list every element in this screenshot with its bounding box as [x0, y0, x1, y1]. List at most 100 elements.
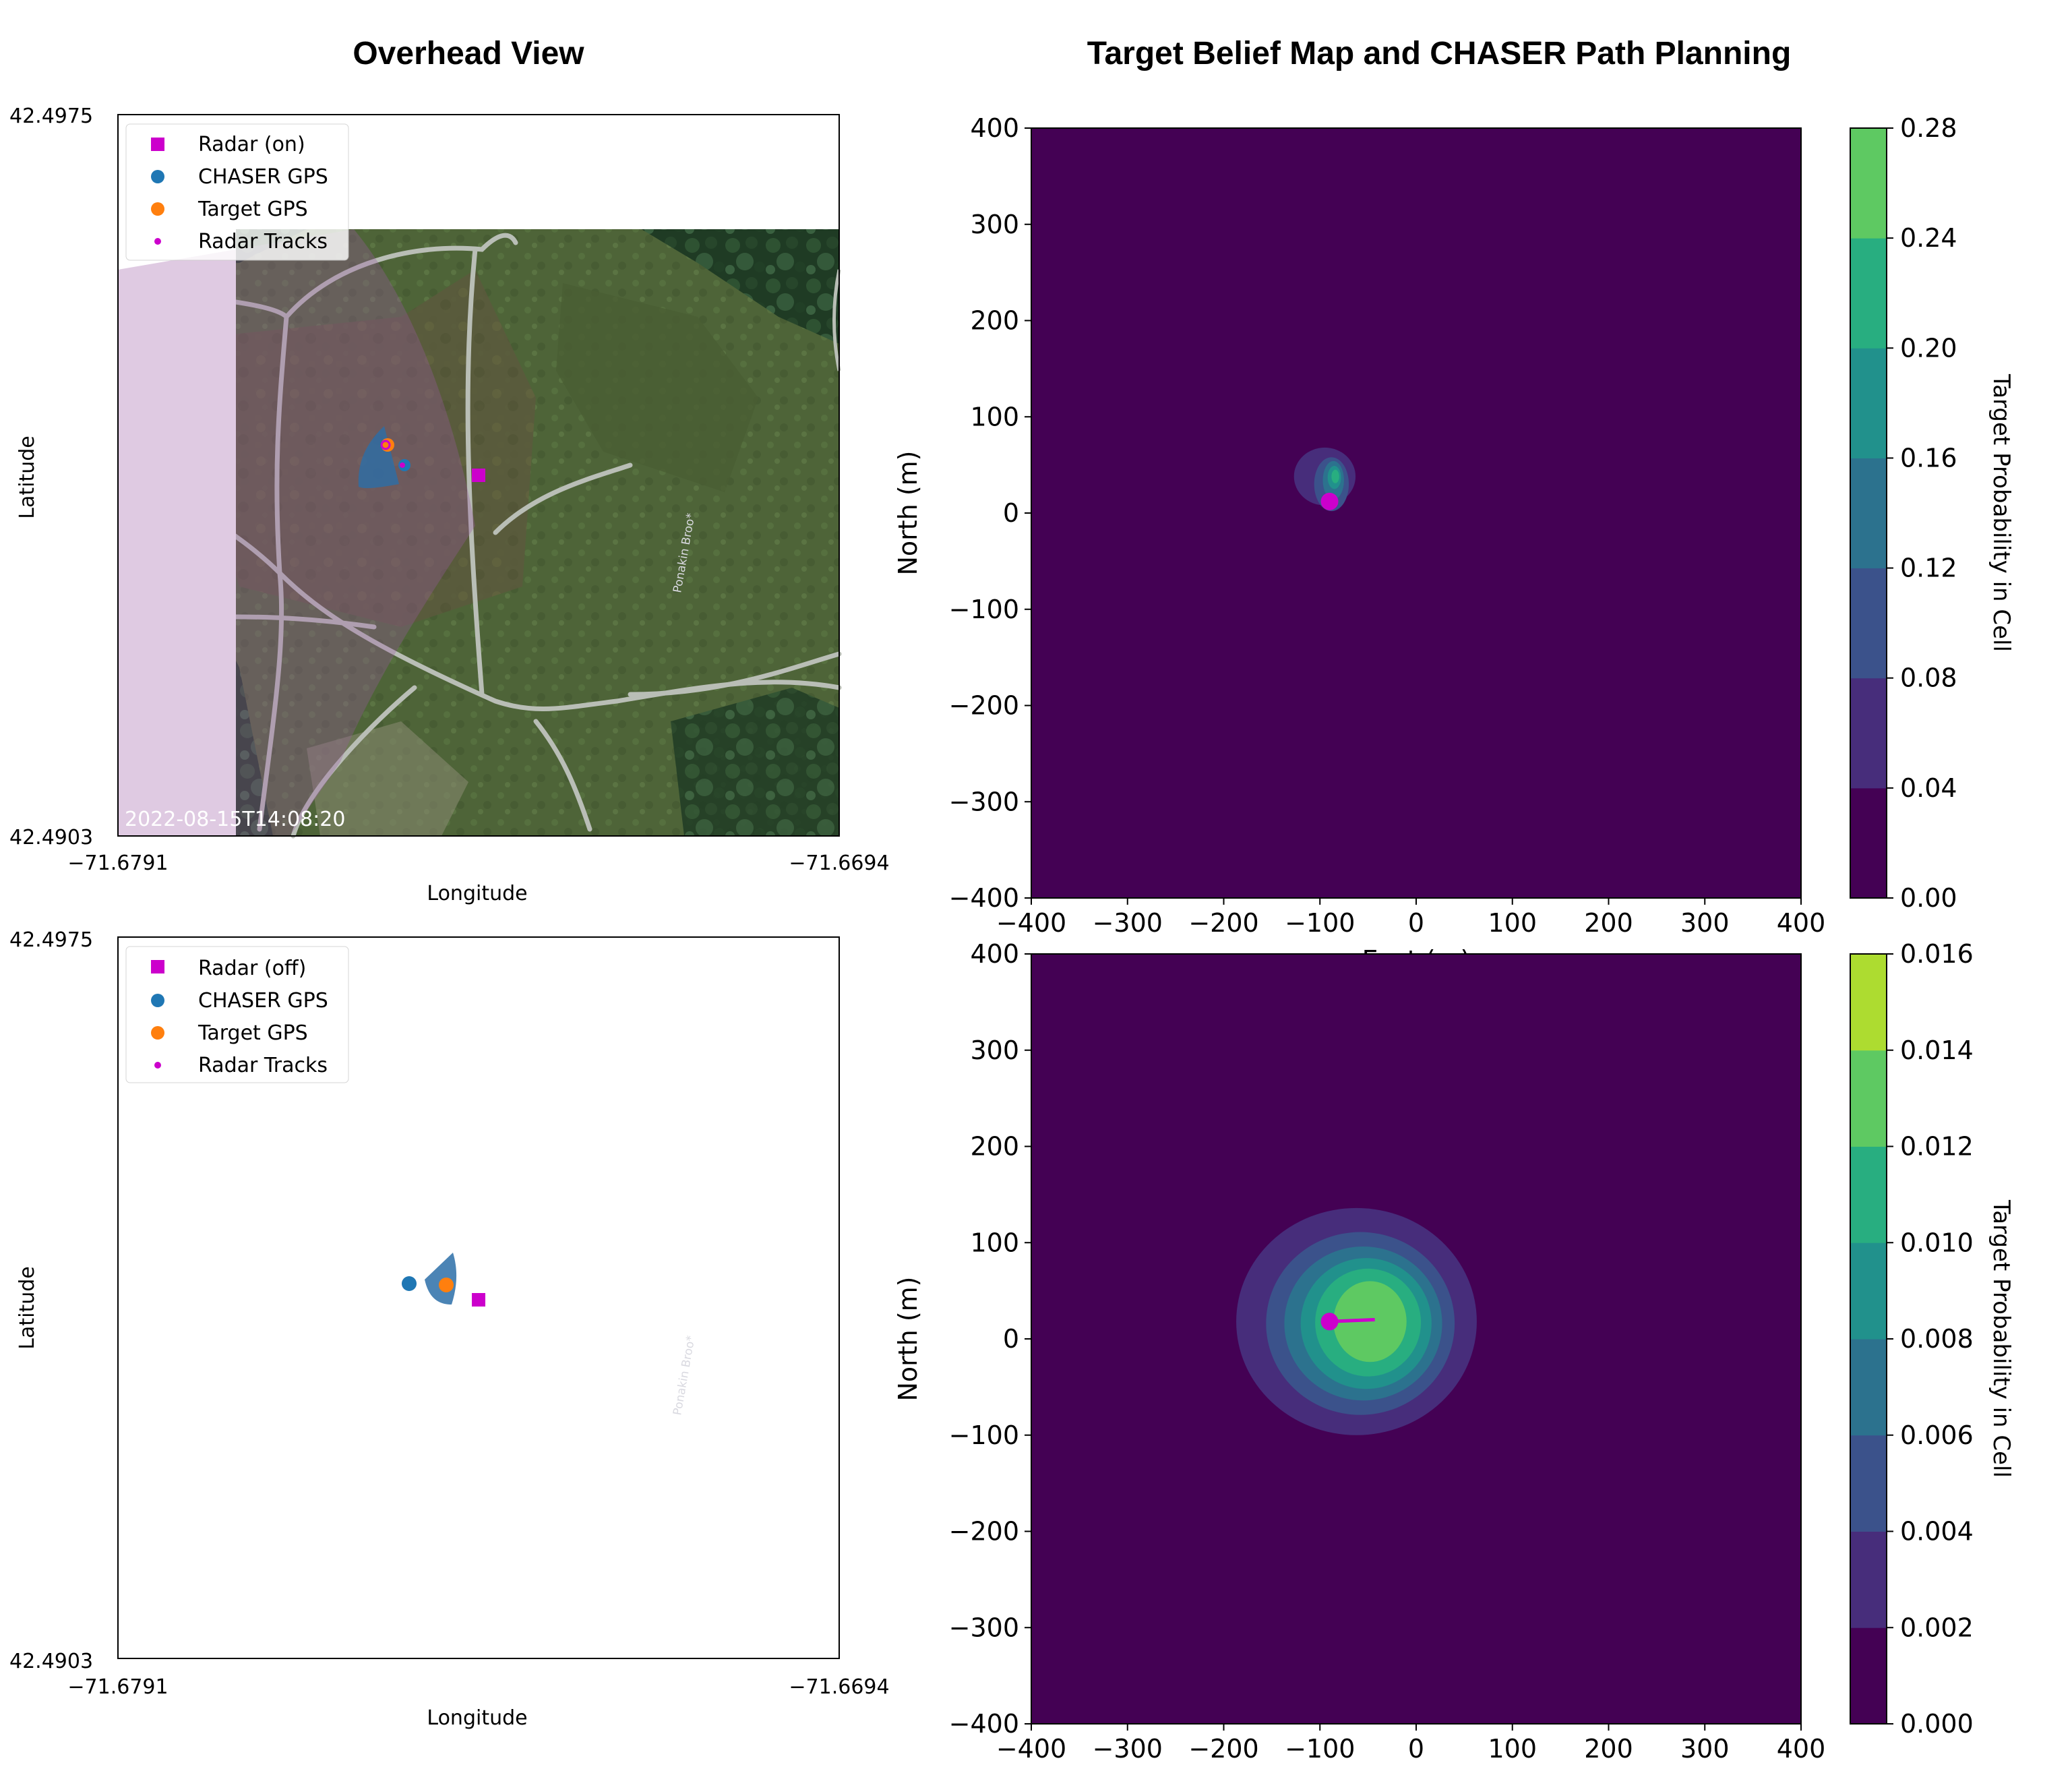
y-tick-label: 0: [1003, 498, 1019, 528]
radar-marker: [472, 1293, 485, 1307]
chaser-sensor-fov: [425, 1253, 457, 1305]
colorbar-tick-label: 0.006: [1900, 1420, 1974, 1450]
y-tick-label: −200: [949, 691, 1019, 721]
colorbar-segment: [1850, 1146, 1887, 1243]
legend: Radar (off) CHASER GPS Target GPS Radar …: [125, 946, 349, 1083]
legend-label: Radar (off): [198, 957, 306, 980]
legend-label: Radar Tracks: [198, 1054, 328, 1077]
lat-bottom-label: 42.4903: [9, 1650, 93, 1673]
legend: Radar (on) CHASER GPS Target GPS Radar T…: [125, 123, 349, 261]
colorbar-segment: [1850, 1242, 1887, 1340]
x-tick-label: 300: [1680, 908, 1730, 938]
y-tick-label: −200: [949, 1517, 1019, 1547]
belief-map-1: −400 −300 −200 −100 0 100 200 300 400 400 300 200 10…: [893, 113, 2015, 975]
y-axis-label: North (m): [893, 450, 923, 575]
colorbar-tick-label: 0.24: [1900, 223, 1957, 253]
colorbar-segment: [1850, 1531, 1887, 1628]
legend-target-swatch: [151, 1026, 164, 1040]
timestamp: 2022-08-15T14:08:20: [125, 808, 345, 831]
legend-label: CHASER GPS: [198, 165, 328, 189]
chaser-gps-marker: [402, 1276, 417, 1291]
y-tick-label: −300: [949, 1613, 1019, 1642]
colorbar-segment: [1850, 678, 1887, 789]
legend-tracks-swatch: [154, 1062, 161, 1069]
colorbar-segment: [1850, 128, 1887, 239]
colorbar-tick-label: 0.20: [1900, 333, 1957, 363]
x-tick-label: 200: [1584, 908, 1633, 938]
y-tick-label: −100: [949, 595, 1019, 624]
x-tick-label: 0: [1408, 908, 1424, 938]
radar-track-marker-2: [400, 462, 405, 468]
x-tick-label: −400: [996, 908, 1066, 938]
timestamp: 2022-08-15T14:08:57: [125, 1631, 345, 1655]
colorbar-tick-label: 0.000: [1900, 1709, 1974, 1739]
colorbar-segment: [1850, 1435, 1887, 1532]
legend-chaser-swatch: [151, 994, 164, 1007]
colorbar-segment: [1850, 348, 1887, 458]
belief-column-title: Target Belief Map and CHASER Path Planni…: [1087, 36, 1792, 71]
colorbar-segment: [1850, 568, 1887, 679]
legend-label: Target GPS: [197, 1021, 308, 1045]
colorbar-tick-label: 0.008: [1900, 1324, 1974, 1354]
y-axis-label: Latitude: [16, 436, 39, 518]
legend-target-swatch: [151, 202, 164, 216]
legend-radar-swatch: [151, 138, 164, 151]
x-tick-label: −200: [1188, 908, 1258, 938]
x-tick-label: −100: [1285, 908, 1355, 938]
colorbar-segment: [1850, 787, 1887, 899]
y-tick-label: 100: [970, 402, 1019, 431]
lon-left-label: −71.6791: [67, 851, 168, 875]
map-label: Ponakin Broo*: [671, 1335, 698, 1416]
legend-label: Radar Tracks: [198, 230, 328, 253]
colorbar-segment: [1850, 1627, 1887, 1725]
x-tick-label: 0: [1408, 1734, 1424, 1764]
x-axis-label: Longitude: [427, 1706, 527, 1730]
x-tick-label: 300: [1680, 1734, 1730, 1764]
colorbar-tick-label: 0.08: [1900, 663, 1957, 693]
colorbar-tick-label: 0.010: [1900, 1228, 1974, 1257]
belief-contour: [1333, 1281, 1407, 1362]
chaser-position-marker: [1320, 1313, 1339, 1331]
colorbar-label: Target Probability in Cell: [1988, 1199, 2015, 1478]
radar-track-marker: [380, 440, 391, 450]
colorbar-tick-label: 0.014: [1900, 1036, 1974, 1065]
lat-bottom-label: 42.4903: [9, 826, 93, 849]
colorbar-tick-label: 0.04: [1900, 773, 1957, 803]
colorbar-tick-label: 0.28: [1900, 113, 1957, 143]
y-tick-label: 300: [970, 210, 1019, 239]
y-tick-label: 0: [1003, 1324, 1019, 1354]
x-tick-label: 400: [1777, 908, 1826, 938]
chaser-sensor-fov: [358, 426, 399, 489]
colorbar-label: Target Probability in Cell: [1988, 373, 2015, 652]
x-tick-label: 400: [1777, 1734, 1826, 1764]
lon-left-label: −71.6791: [67, 1675, 168, 1699]
colorbar-frame: [1850, 127, 1887, 899]
colorbar-tick-label: 0.12: [1900, 553, 1957, 583]
x-tick-label: 100: [1488, 908, 1537, 938]
belief-map-2: −400 −300 −200 −100 0 100 200 300 400 400 300 200 10…: [893, 939, 2015, 1764]
frame: [117, 936, 840, 1659]
overhead-column-title: Overhead View: [353, 36, 584, 71]
y-tick-label: −300: [949, 787, 1019, 816]
frame: [117, 114, 840, 837]
colorbar-segment: [1850, 1339, 1887, 1436]
y-axis-label: Latitude: [16, 1266, 39, 1349]
radar-coverage: [118, 229, 475, 836]
x-tick-label: −100: [1285, 1734, 1355, 1764]
colorbar-tick-label: 0.016: [1900, 939, 1974, 969]
lat-top-label: 42.4975: [9, 928, 93, 952]
colorbar-segment: [1850, 458, 1887, 569]
colorbar-segment: [1850, 238, 1887, 349]
x-axis-label: Longitude: [427, 882, 527, 905]
x-tick-label: −200: [1188, 1734, 1258, 1764]
overhead-panel-2: Ponakin Broo* Radar (off) CHASER GPS Tar…: [9, 928, 890, 1730]
radar-marker: [472, 469, 485, 482]
x-tick-label: −300: [1093, 908, 1163, 938]
overhead-panel-1: Ponakin Broo* Radar (on) CHASER GPS Targ…: [9, 104, 890, 905]
lon-right-label: −71.6694: [789, 1675, 889, 1699]
belief-contour: [1331, 469, 1339, 483]
belief-background: [1031, 128, 1801, 898]
legend-label: Target GPS: [197, 198, 308, 221]
x-tick-label: 200: [1584, 1734, 1633, 1764]
